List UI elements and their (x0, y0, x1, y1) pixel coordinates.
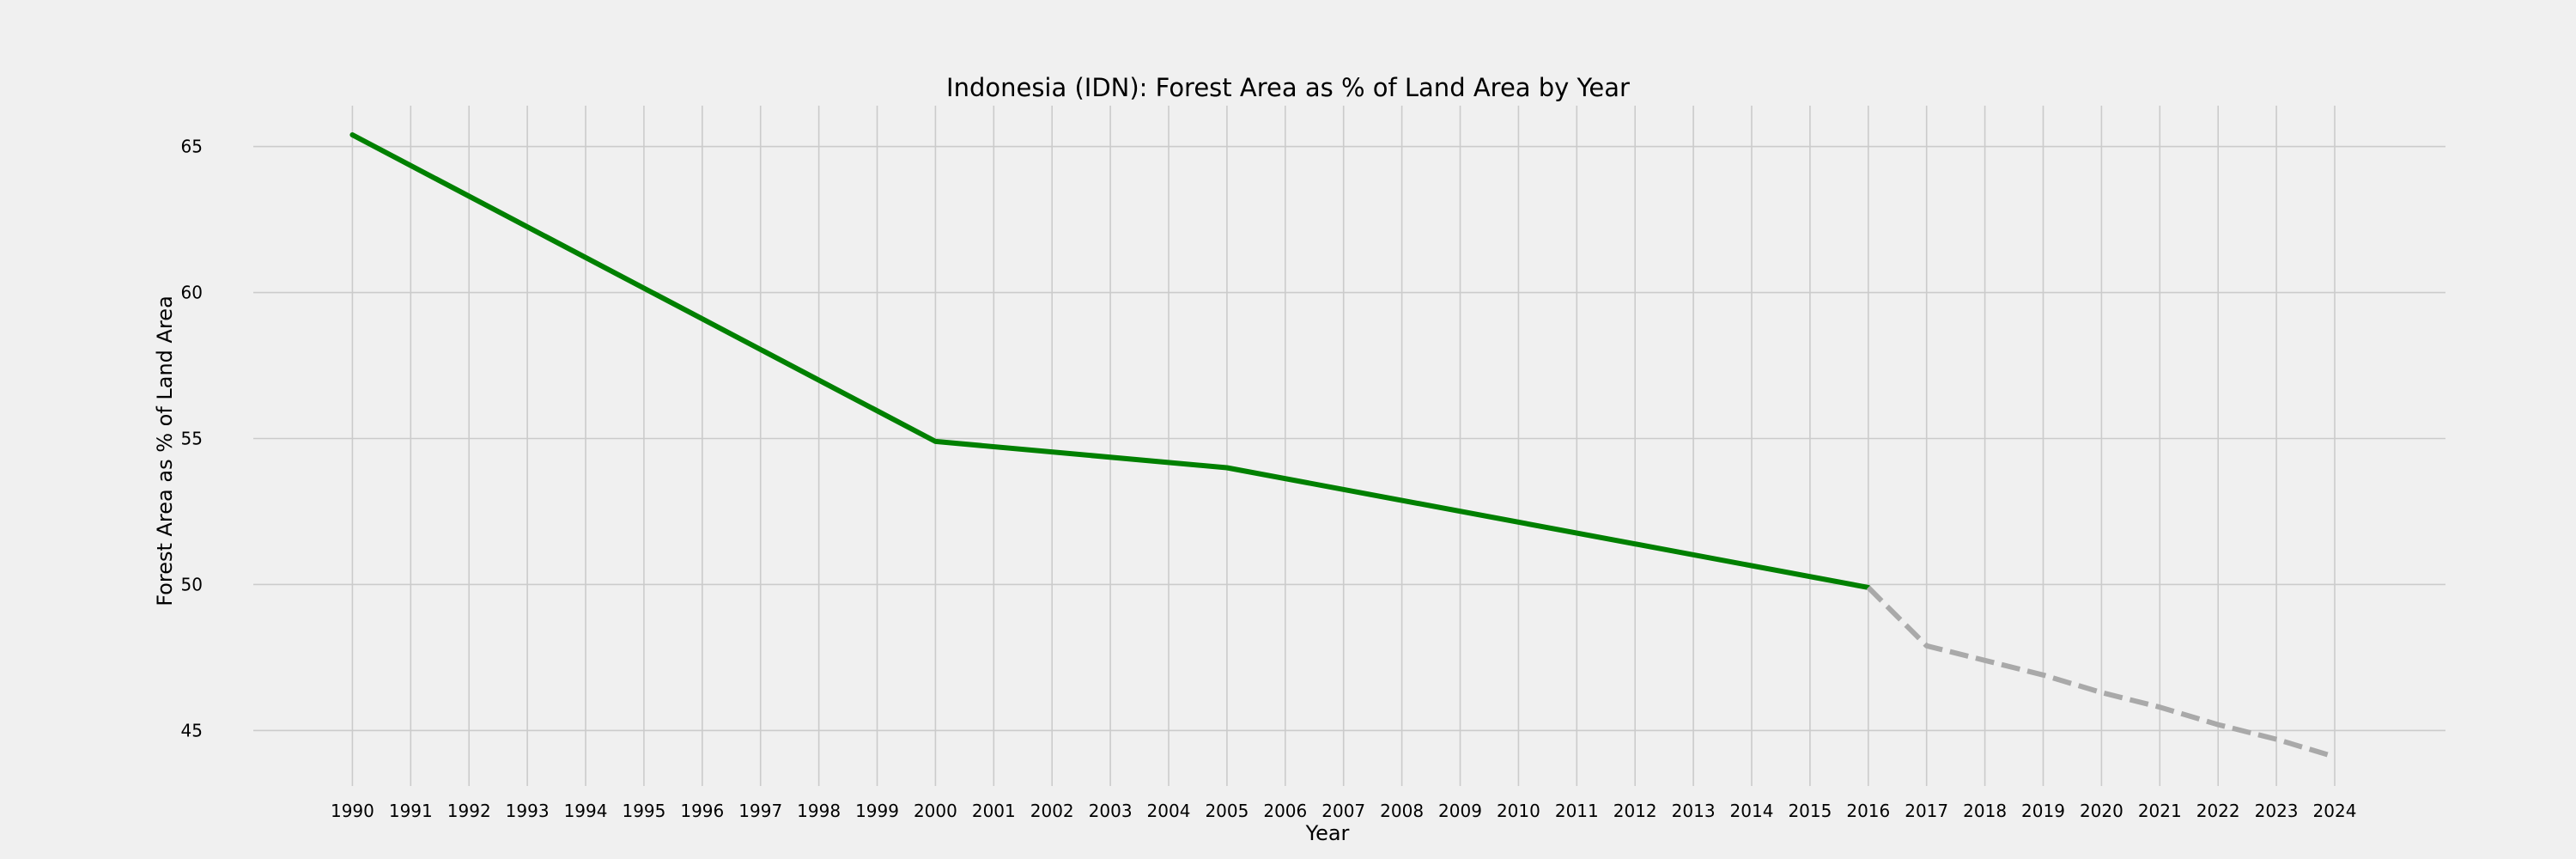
x-tick-label: 2017 (1905, 801, 1948, 821)
x-tick-label: 1994 (564, 801, 608, 821)
y-tick-label: 45 (181, 720, 203, 740)
x-tick-label: 2003 (1089, 801, 1133, 821)
x-tick-label: 1992 (447, 801, 491, 821)
x-tick-label: 1997 (738, 801, 782, 821)
x-tick-label: 2019 (2021, 801, 2065, 821)
x-tick-label: 2011 (1555, 801, 1599, 821)
y-axis-ticks: 45 50 55 60 65 (181, 137, 203, 741)
x-tick-label: 1990 (331, 801, 374, 821)
x-tick-label: 2022 (2196, 801, 2240, 821)
x-tick-label: 2010 (1497, 801, 1540, 821)
x-axis-label: Year (1305, 821, 1350, 845)
x-tick-label: 2008 (1380, 801, 1424, 821)
x-tick-label: 2013 (1672, 801, 1716, 821)
chart-title: Indonesia (IDN): Forest Area as % of Lan… (946, 73, 1630, 102)
x-tick-label: 1991 (389, 801, 433, 821)
x-tick-label: 2004 (1147, 801, 1191, 821)
series-layer (349, 132, 2336, 759)
x-tick-label: 2014 (1730, 801, 1774, 821)
x-tick-label: 2023 (2255, 801, 2299, 821)
grid (253, 106, 2445, 786)
x-tick-label: 2005 (1205, 801, 1249, 821)
x-tick-label: 2016 (1846, 801, 1890, 821)
x-tick-label: 1993 (506, 801, 550, 821)
y-tick-label: 65 (181, 137, 203, 157)
x-tick-label: 2000 (914, 801, 957, 821)
x-tick-label: 2001 (972, 801, 1016, 821)
x-tick-label: 2015 (1788, 801, 1832, 821)
x-tick-label: 1995 (622, 801, 665, 821)
x-tick-label: 2006 (1263, 801, 1307, 821)
x-tick-label: 2020 (2080, 801, 2123, 821)
x-tick-label: 1999 (855, 801, 899, 821)
x-tick-label: 2024 (2313, 801, 2357, 821)
x-tick-label: 1996 (680, 801, 724, 821)
x-tick-label: 2012 (1613, 801, 1657, 821)
x-tick-label: 2007 (1321, 801, 1365, 821)
y-tick-label: 50 (181, 574, 203, 594)
x-axis-ticks: 1990 1991 1992 1993 1994 1995 1996 1997 1998 1999… (331, 801, 2356, 821)
x-tick-label: 2009 (1438, 801, 1482, 821)
y-tick-label: 60 (181, 283, 203, 303)
x-tick-label: 2018 (1963, 801, 2007, 821)
y-axis-label: Forest Area as % of Land Area (153, 295, 177, 606)
x-tick-label: 2002 (1030, 801, 1074, 821)
y-tick-label: 55 (181, 429, 203, 449)
x-tick-label: 2021 (2138, 801, 2182, 821)
x-tick-label: 1998 (797, 801, 841, 821)
historical-series-line (349, 132, 1871, 590)
